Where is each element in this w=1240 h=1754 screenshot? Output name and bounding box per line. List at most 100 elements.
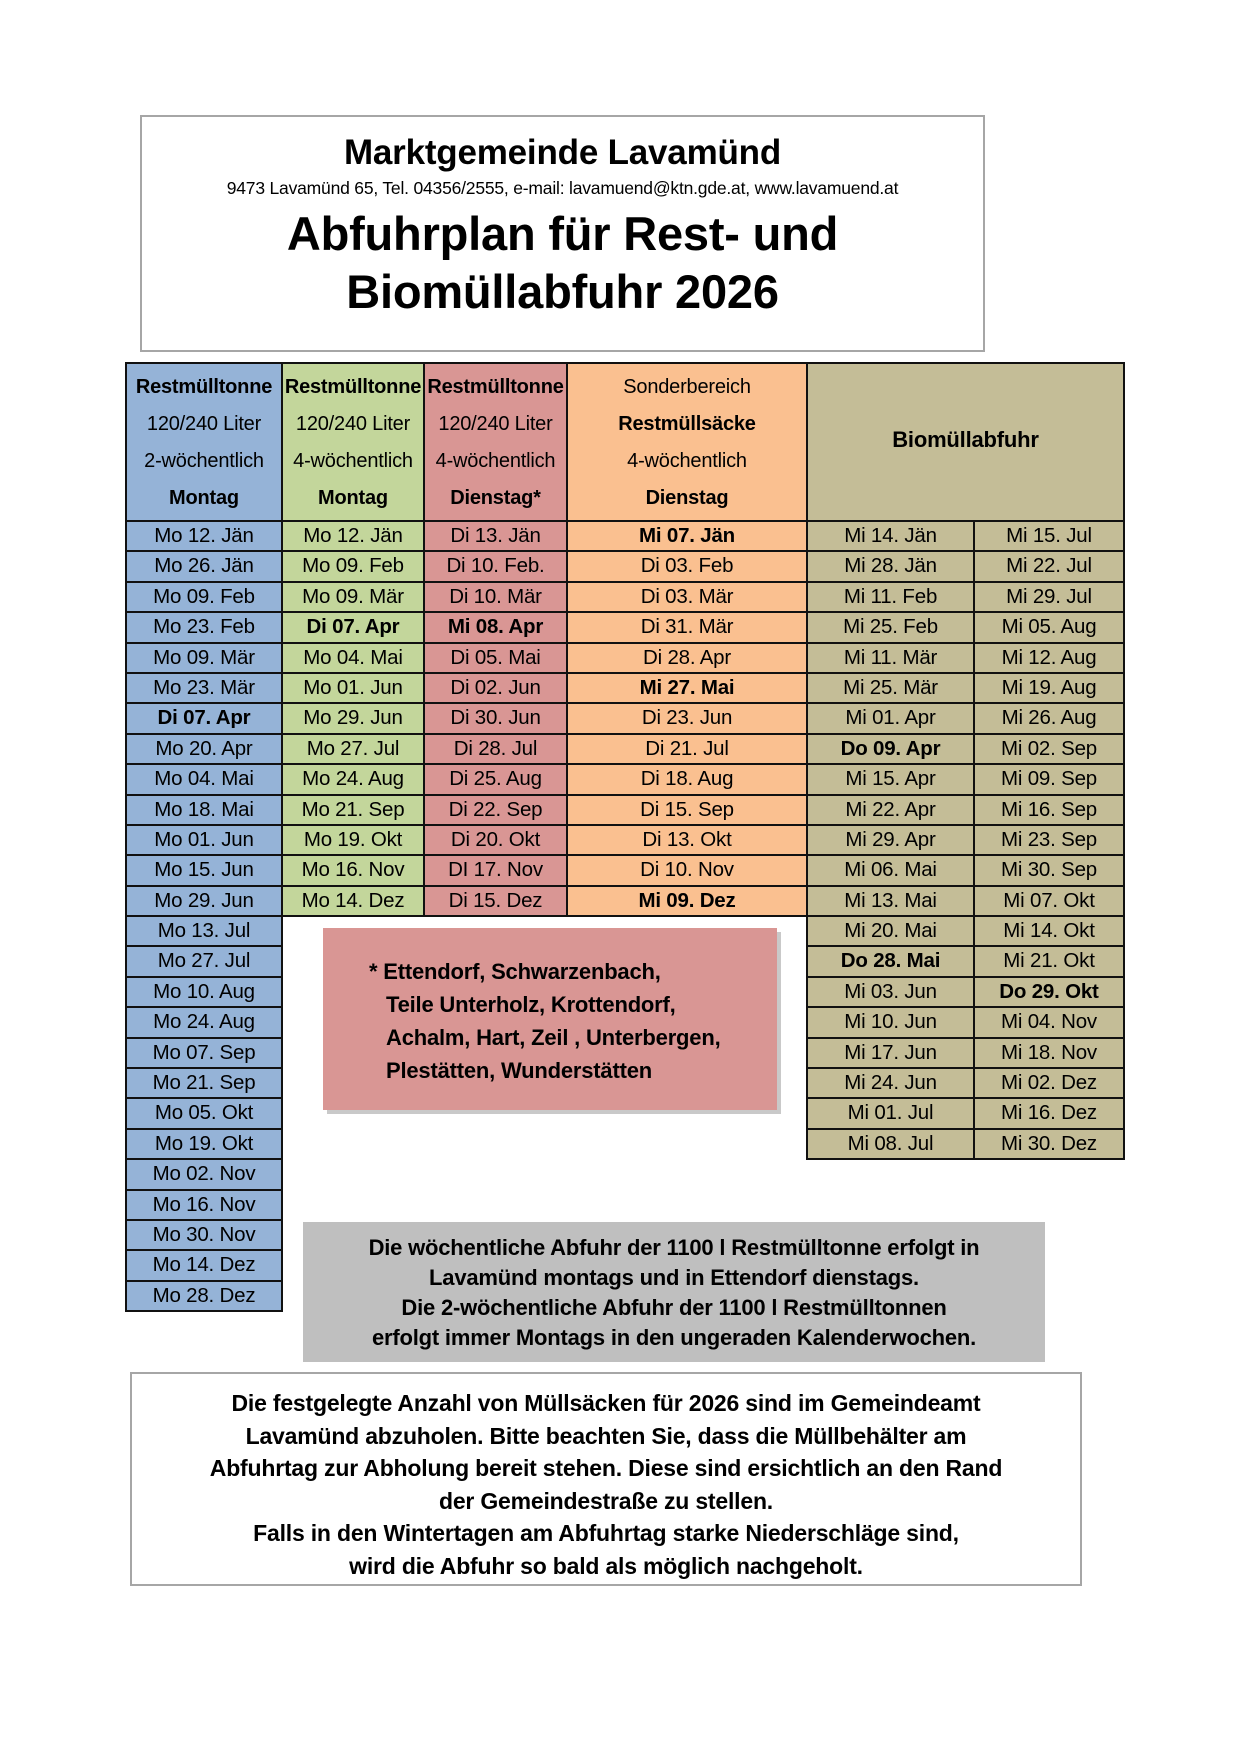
date-cell: Mi 26. Aug — [973, 702, 1125, 735]
column-sonderbereich-restmuellsaecke: Sonderbereich Restmüllsäcke 4-wöchentlich D… — [566, 362, 808, 918]
date-cell: Di 30. Jun — [423, 702, 568, 735]
column-header-line: 4-wöchentlich — [293, 450, 413, 472]
date-cell: Di 31. Mär — [566, 611, 808, 644]
date-cell: Mi 12. Aug — [973, 641, 1125, 674]
date-cell: Mo 16. Nov — [125, 1188, 283, 1221]
asterisk-note-line: * Ettendorf, Schwarzenbach, — [369, 959, 661, 984]
column-header: Sonderbereich Restmüllsäcke 4-wöchentlich D… — [566, 362, 808, 522]
date-cell: Mi 04. Nov — [973, 1006, 1125, 1039]
date-cell: Mi 08. Apr — [423, 611, 568, 644]
date-cell: Di 25. Aug — [423, 763, 568, 796]
bottom-note-line: wird die Abfuhr so bald als möglich nach… — [349, 1552, 863, 1579]
date-cell: Di 05. Mai — [423, 641, 568, 674]
date-cell: Mo 09. Mär — [281, 580, 425, 614]
weekly-note-line: Die 2-wöchentliche Abfuhr der 1100 l Res… — [401, 1295, 947, 1320]
date-cell: Do 09. Apr — [806, 732, 975, 766]
column-header-line: Dienstag — [645, 487, 729, 509]
weekly-note-line: erfolgt immer Montags in den ungeraden K… — [371, 1325, 977, 1350]
date-cell: Di 10. Nov — [566, 854, 808, 887]
date-cell: Mo 24. Aug — [281, 763, 425, 796]
date-cell: Mi 25. Feb — [806, 611, 975, 644]
date-cell: Mo 05. Okt — [125, 1097, 283, 1130]
date-cell: Mo 14. Dez — [125, 1249, 283, 1282]
column-header: Restmülltonne 120/240 Liter 4-wöchentlich D… — [423, 362, 568, 522]
column-header-line: Restmülltonne — [135, 376, 273, 398]
address-line: 9473 Lavamünd 65, Tel. 04356/2555, e-mai… — [226, 178, 899, 198]
date-cell: Mi 20. Mai — [806, 915, 975, 948]
date-cell: Di 13. Jän — [423, 520, 568, 553]
date-cell: Di 13. Okt — [566, 823, 808, 857]
asterisk-note-line: Plestätten, Wunderstätten — [386, 1058, 652, 1083]
date-cell: Mo 01. Jun — [281, 671, 425, 705]
plan-title-line: Abfuhrplan für Rest- und — [286, 207, 839, 260]
date-cell: Mi 08. Jul — [806, 1127, 975, 1161]
date-cell: Mi 29. Jul — [973, 580, 1125, 614]
date-cell: Mo 01. Jun — [125, 823, 283, 857]
date-cell: Mo 18. Mai — [125, 793, 283, 826]
asterisk-note-line: Teile Unterholz, Krottendorf, — [386, 992, 676, 1017]
column-header: Restmülltonne 120/240 Liter 2-wöchentlich M… — [125, 362, 283, 522]
bio-column-second-half: Mi 15. Jul Mi 22. Jul Mi 29. Jul Mi 05. Aug… — [973, 520, 1125, 1161]
date-cell: Mo 09. Feb — [125, 580, 283, 614]
date-cell: Mi 22. Jul — [973, 550, 1125, 583]
date-cell: Di 03. Feb — [566, 550, 808, 583]
date-cell: Di 10. Mär — [423, 580, 568, 614]
date-cell: Mo 19. Okt — [281, 823, 425, 857]
date-cell: Mo 23. Feb — [125, 611, 283, 644]
date-cell: Mo 10. Aug — [125, 975, 283, 1009]
date-cell: Mi 11. Feb — [806, 580, 975, 614]
date-cell: Mo 13. Jul — [125, 915, 283, 948]
date-cell: Mi 01. Jul — [806, 1097, 975, 1130]
date-cell: Mi 19. Aug — [973, 671, 1125, 705]
date-cell: Do 29. Okt — [973, 975, 1125, 1009]
date-cell: Mi 17. Jun — [806, 1036, 975, 1070]
weekly-note-line: Lavamünd montags und in Ettendorf dienst… — [429, 1265, 919, 1290]
date-cell: Mi 02. Dez — [973, 1067, 1125, 1100]
date-cell: Mo 15. Jun — [125, 854, 283, 887]
column-restmuell-4w-montag: Restmülltonne 120/240 Liter 4-wöchentlich M… — [281, 362, 425, 918]
date-cell: Mi 06. Mai — [806, 854, 975, 887]
date-cell: Mo 19. Okt — [125, 1127, 283, 1161]
date-cell: Mi 14. Okt — [973, 915, 1125, 948]
date-cell: Mi 29. Apr — [806, 823, 975, 857]
date-cell: Do 28. Mai — [806, 945, 975, 978]
bottom-note-line: Lavamünd abzuholen. Bitte beachten Sie, … — [245, 1422, 967, 1449]
date-cell: Mi 16. Dez — [973, 1097, 1125, 1130]
date-cell: Mo 28. Dez — [125, 1279, 283, 1313]
date-cell: Mo 23. Mär — [125, 671, 283, 705]
column-header-line: Montag — [169, 487, 239, 509]
date-cell: Mi 25. Mär — [806, 671, 975, 705]
date-cell: Mi 15. Apr — [806, 763, 975, 796]
date-cell: Mi 02. Sep — [973, 732, 1125, 766]
date-cell: Mo 07. Sep — [125, 1036, 283, 1070]
date-cell: Mo 09. Mär — [125, 641, 283, 674]
date-cell: Mi 18. Nov — [973, 1036, 1125, 1070]
bio-header: Biomüllabfuhr — [806, 362, 1125, 522]
column-restmuell-4w-dienstag: Restmülltonne 120/240 Liter 4-wöchentlich D… — [423, 362, 568, 918]
date-cell: Mi 07. Jän — [566, 520, 808, 553]
date-cell: Di 02. Jun — [423, 671, 568, 705]
date-cell: Mo 12. Jän — [281, 520, 425, 553]
bottom-note-line: Falls in den Wintertagen am Abfuhrtag st… — [253, 1520, 959, 1546]
weekly-note-line: Die wöchentliche Abfuhr der 1100 l Restm… — [368, 1235, 980, 1260]
date-cell: Di 15. Dez — [423, 884, 568, 918]
date-cell: Mi 01. Apr — [806, 702, 975, 735]
date-cell: Mi 07. Okt — [973, 884, 1125, 918]
column-header-line: 2-wöchentlich — [144, 450, 264, 472]
asterisk-note-line: Achalm, Hart, Zeil , Unterbergen, — [386, 1025, 721, 1050]
column-header-line: Restmülltonne — [427, 376, 564, 398]
date-cell: Mo 21. Sep — [281, 793, 425, 826]
date-cell: Mi 11. Mär — [806, 641, 975, 674]
date-cell: Mi 16. Sep — [973, 793, 1125, 826]
date-cell: Mo 29. Jun — [281, 702, 425, 735]
column-header-line: Restmüllsäcke — [618, 413, 756, 435]
date-cell: Mi 15. Jul — [973, 520, 1125, 553]
asterisk-note: * Ettendorf, Schwarzenbach, Teile Unterho… — [323, 928, 777, 1110]
date-cell: Mo 04. Mai — [125, 763, 283, 796]
date-cell: Mo 30. Nov — [125, 1218, 283, 1252]
date-cell: Di 18. Aug — [566, 763, 808, 796]
column-header-line: 4-wöchentlich — [435, 450, 556, 472]
column-header-line: Sonderbereich — [623, 376, 751, 398]
date-cell: Mi 30. Sep — [973, 854, 1125, 887]
